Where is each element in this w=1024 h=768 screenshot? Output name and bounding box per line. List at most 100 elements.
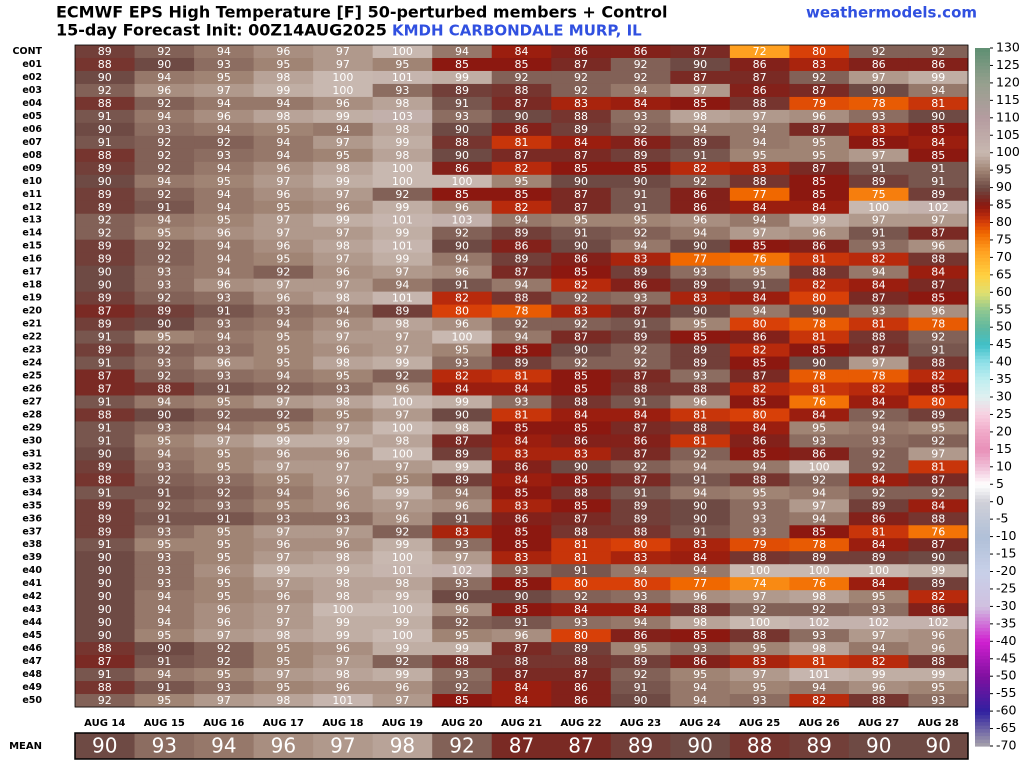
cell-label: 98 (395, 123, 409, 136)
cell (313, 629, 374, 643)
cell-label: 88 (753, 551, 767, 564)
cell (670, 265, 731, 280)
cell (551, 577, 612, 591)
colorbar-label: -10 (996, 528, 1016, 543)
cell-label: 94 (276, 486, 290, 499)
row-label: e03 (22, 85, 42, 96)
cell (372, 252, 433, 267)
cell-label: 87 (574, 331, 588, 344)
cell-label: 95 (455, 629, 469, 642)
cell (253, 525, 314, 539)
colorbar-segment (975, 644, 990, 649)
cell (372, 187, 433, 202)
cell (848, 161, 909, 176)
cell (134, 382, 195, 396)
cell (134, 447, 195, 461)
cell-label: 100 (749, 564, 770, 577)
cell-label: 84 (931, 266, 945, 279)
cell-label: 83 (515, 551, 529, 564)
colorbar-segment (975, 400, 990, 405)
cell-label: 78 (931, 318, 945, 331)
cell-label: 80 (455, 305, 469, 318)
cell-label: 94 (634, 564, 648, 577)
cell-label: 89 (872, 175, 886, 188)
colorbar-segment (975, 142, 990, 147)
cell (134, 330, 195, 345)
cell-label: 97 (217, 434, 231, 447)
cell-label: 92 (217, 486, 231, 499)
cell-label: 94 (217, 97, 231, 110)
cell-label: 89 (634, 149, 648, 162)
cell-label: 95 (634, 642, 648, 655)
cell (313, 278, 374, 293)
cell-label: 92 (157, 240, 171, 253)
cell (253, 694, 314, 708)
cell-label: 85 (574, 499, 588, 512)
cell (729, 57, 790, 72)
cell (491, 395, 552, 409)
mean-cell (610, 733, 671, 759)
cell-label: 102 (928, 201, 949, 214)
row-label: e17 (22, 267, 42, 278)
colorbar-label: -60 (996, 703, 1016, 718)
cell (789, 486, 850, 500)
cell-label: 92 (753, 603, 767, 616)
cell (432, 616, 493, 630)
cell-label: 94 (217, 331, 231, 344)
cell-label: 95 (157, 629, 171, 642)
cell (848, 83, 909, 98)
cell-label: 96 (395, 382, 409, 395)
cell (729, 512, 790, 526)
cell-label: 93 (574, 616, 588, 629)
cell-label: 84 (753, 292, 767, 305)
cell (134, 57, 195, 72)
cell (789, 577, 850, 591)
cell-label: 96 (455, 499, 469, 512)
cell (432, 564, 493, 578)
cell (134, 148, 195, 163)
cell (194, 265, 255, 280)
cell (789, 304, 850, 319)
cell-label: 87 (634, 447, 648, 460)
cell (313, 655, 374, 669)
cell-label: 96 (336, 97, 350, 110)
row-label: e44 (22, 617, 42, 628)
colorbar-segment (975, 166, 990, 171)
colorbar-segment (975, 65, 990, 70)
cell (491, 668, 552, 682)
cell-label: 103 (451, 214, 472, 227)
cell-label: 88 (574, 110, 588, 123)
cell (313, 486, 374, 500)
cell-label: 97 (336, 188, 350, 201)
cell-label: 95 (217, 175, 231, 188)
cell-label: 89 (872, 551, 886, 564)
cell (729, 421, 790, 435)
cell (194, 694, 255, 708)
cell (848, 278, 909, 293)
row-label: e49 (22, 682, 42, 693)
cell-label: 85 (574, 382, 588, 395)
cell (729, 200, 790, 215)
cell-label: 91 (157, 201, 171, 214)
cell (848, 213, 909, 228)
colorbar-segment (975, 742, 990, 747)
cell-label: 83 (515, 447, 529, 460)
cell (194, 239, 255, 254)
colorbar-segment (975, 379, 990, 384)
cell (313, 96, 374, 111)
colorbar-segment (975, 641, 990, 646)
cell (432, 109, 493, 124)
cell (75, 590, 136, 604)
cell-label: 96 (693, 590, 707, 603)
colorbar-segment (975, 239, 990, 245)
cell-label: 100 (809, 564, 830, 577)
cell-label: 93 (455, 668, 469, 681)
colorbar-segment (975, 177, 990, 182)
cell-label: 94 (872, 421, 886, 434)
cell-label: 97 (276, 603, 290, 616)
cell-label: 88 (455, 655, 469, 668)
cell-label: 99 (395, 201, 409, 214)
cell-label: 88 (455, 136, 469, 149)
cell-label: 95 (157, 227, 171, 240)
cell-label: 96 (276, 162, 290, 175)
